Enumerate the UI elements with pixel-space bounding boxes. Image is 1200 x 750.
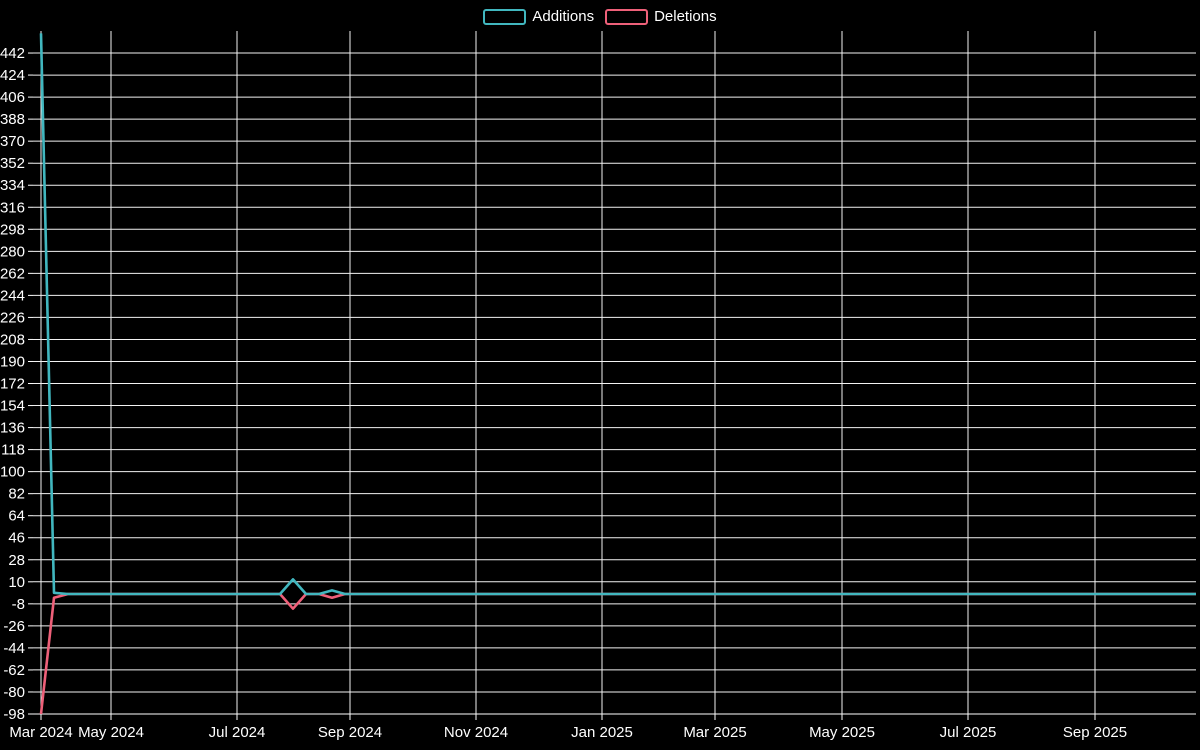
x-tick-label: Mar 2025 xyxy=(683,724,746,741)
y-tick-label: 46 xyxy=(8,530,25,547)
additions-legend-swatch-icon xyxy=(483,9,527,25)
y-tick-label: 442 xyxy=(0,45,25,62)
x-tick-label: Jul 2025 xyxy=(940,724,997,741)
y-tick-label: 208 xyxy=(0,331,25,348)
y-tick-label: 334 xyxy=(0,177,25,194)
x-tick-label: Mar 2024 xyxy=(9,724,72,741)
chart-legend: Additions Deletions xyxy=(0,8,1200,26)
y-tick-label: -44 xyxy=(3,640,25,657)
deletions-legend-label: Deletions xyxy=(654,8,717,25)
y-tick-label: 226 xyxy=(0,309,25,326)
y-tick-label: 352 xyxy=(0,155,25,172)
x-tick-label: Jan 2025 xyxy=(571,724,633,741)
legend-item-additions[interactable]: Additions xyxy=(483,8,594,26)
y-tick-label: 424 xyxy=(0,67,25,84)
x-tick-label: Nov 2024 xyxy=(444,724,508,741)
legend-item-deletions[interactable]: Deletions xyxy=(605,8,717,26)
y-tick-label: -98 xyxy=(3,706,25,723)
y-tick-label: 370 xyxy=(0,133,25,150)
x-tick-label: Jul 2024 xyxy=(209,724,266,741)
x-tick-label: Sep 2024 xyxy=(318,724,382,741)
y-tick-label: 244 xyxy=(0,287,25,304)
y-tick-label: 172 xyxy=(0,376,25,393)
y-tick-label: -26 xyxy=(3,618,25,635)
y-tick-label: 82 xyxy=(8,486,25,503)
y-tick-label: 28 xyxy=(8,552,25,569)
y-tick-label: 10 xyxy=(8,574,25,591)
y-tick-label: 406 xyxy=(0,89,25,106)
additions-legend-label: Additions xyxy=(532,8,595,25)
y-tick-label: 262 xyxy=(0,265,25,282)
y-tick-label: 154 xyxy=(0,398,25,415)
y-tick-label: 118 xyxy=(1,442,25,459)
y-tick-label: 136 xyxy=(0,420,25,437)
y-tick-label: 316 xyxy=(0,199,25,216)
x-tick-label: May 2024 xyxy=(78,724,144,741)
y-tick-label: 64 xyxy=(8,508,25,525)
y-tick-label: -8 xyxy=(12,596,25,613)
y-tick-label: 298 xyxy=(0,221,25,238)
y-tick-label: 388 xyxy=(0,111,25,128)
deletions-line xyxy=(39,592,1196,715)
y-tick-label: 280 xyxy=(0,243,25,260)
x-tick-label: May 2025 xyxy=(809,724,875,741)
y-tick-label: -80 xyxy=(3,684,25,701)
y-tick-label: 100 xyxy=(0,464,25,481)
deletions-legend-swatch-icon xyxy=(605,9,649,25)
y-tick-label: -62 xyxy=(3,662,25,679)
additions-line xyxy=(39,33,1196,596)
x-tick-label: Sep 2025 xyxy=(1063,724,1127,741)
y-tick-label: 190 xyxy=(0,353,25,370)
